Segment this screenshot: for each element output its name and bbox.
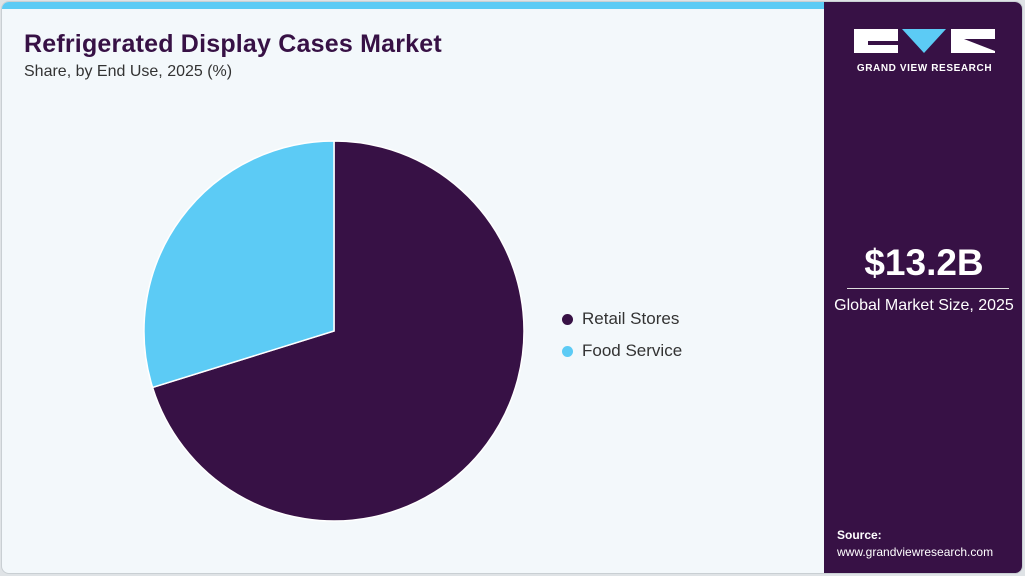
pie-slice-retail-stores — [151, 140, 525, 522]
market-size-value: $13.2B — [864, 242, 984, 283]
sidebar: GRAND VIEW RESEARCH $13.2B Global Market… — [824, 2, 1022, 573]
legend-item: Retail Stores — [562, 303, 682, 335]
market-size-label: Global Market Size, 2025 — [834, 297, 1014, 314]
legend-dot-icon — [562, 313, 573, 325]
source: Source: www.grandviewresearch.com — [837, 527, 993, 561]
top-accent-bar — [2, 2, 825, 9]
logo-text: GRAND VIEW RESEARCH — [856, 63, 993, 74]
legend-label: Retail Stores — [582, 309, 680, 328]
source-label: Source: — [837, 528, 882, 542]
legend: Retail Stores Food Service — [562, 303, 682, 367]
legend-label: Food Service — [582, 341, 683, 360]
gvr-logo-icon — [854, 29, 995, 53]
pie-slice-food-service — [143, 140, 335, 389]
chart-subtitle: Share, by End Use, 2025 (%) — [24, 63, 233, 80]
legend-item: Food Service — [562, 335, 682, 367]
source-link[interactable]: www.grandviewresearch.com — [837, 545, 994, 559]
chart-title: Refrigerated Display Cases Market — [24, 30, 442, 58]
divider — [847, 288, 1009, 289]
grand-view-research-logo: GRAND VIEW RESEARCH — [854, 29, 995, 74]
legend-dot-icon — [562, 345, 573, 357]
pie-chart — [143, 140, 525, 522]
